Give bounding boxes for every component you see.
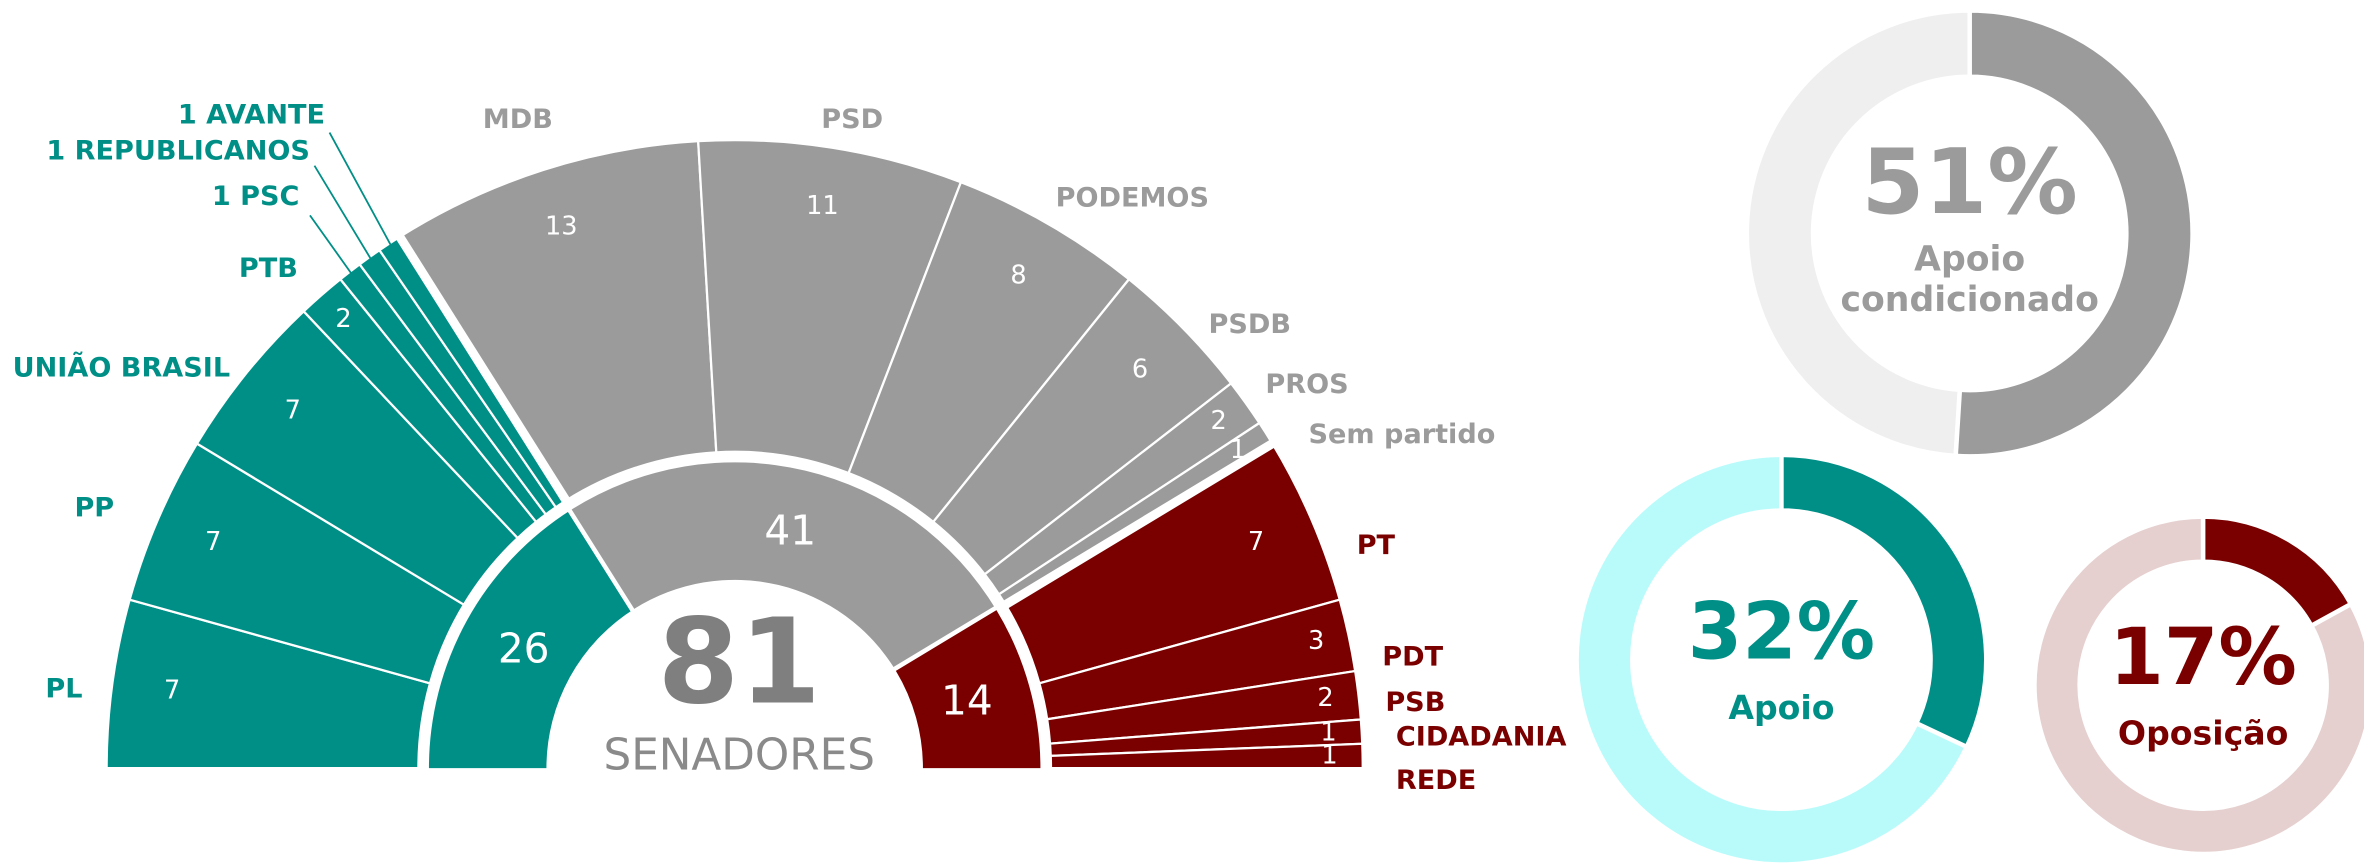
party-label: MDB xyxy=(483,104,553,135)
party-label: 1 AVANTE xyxy=(178,99,325,130)
party-label: PT xyxy=(1357,530,1396,561)
total-label: SENADORES xyxy=(603,730,874,781)
seat-count: 1 xyxy=(1320,718,1336,748)
total-count: 81 xyxy=(657,593,820,730)
seat-count: 13 xyxy=(545,211,578,241)
seat-count: 3 xyxy=(1308,626,1324,656)
leader-line xyxy=(313,165,373,261)
seat-count: 2 xyxy=(1317,683,1333,713)
seat-count: 7 xyxy=(285,396,301,426)
donut-label: Oposição xyxy=(2118,713,2288,752)
donut-track xyxy=(2032,514,2364,857)
seat-slice xyxy=(398,139,718,503)
party-label: CIDADANIA xyxy=(1396,721,1567,752)
party-label: 1 REPUBLICANOS xyxy=(46,136,310,167)
donut-value: 51% xyxy=(1862,130,2078,235)
donut-value: 32% xyxy=(1688,587,1875,678)
seat-count: 7 xyxy=(1248,527,1264,557)
party-label: PSDB xyxy=(1209,309,1292,340)
leader-line xyxy=(328,132,393,247)
donut-label: Apoio xyxy=(1728,688,1834,727)
party-label: PDT xyxy=(1382,642,1443,673)
seat-count: 11 xyxy=(806,191,839,221)
party-label: PODEMOS xyxy=(1056,182,1209,213)
party-label: PTB xyxy=(239,253,298,284)
seat-count: 6 xyxy=(1132,355,1148,385)
group-count: 14 xyxy=(941,676,993,724)
group-slice xyxy=(571,462,997,671)
donut-value: 17% xyxy=(2109,612,2296,703)
party-label: UNIÃO BRASIL xyxy=(13,351,231,383)
party-label: PL xyxy=(45,673,82,704)
party-label: REDE xyxy=(1396,765,1476,796)
seat-slice xyxy=(1049,742,1364,770)
donut-label: condicionado xyxy=(1840,280,2098,320)
party-label: PSB xyxy=(1385,687,1445,718)
party-label: PROS xyxy=(1265,369,1348,400)
group-slice xyxy=(428,509,635,769)
donut-track xyxy=(1744,8,1972,459)
group-count: 26 xyxy=(498,625,550,673)
seat-count: 7 xyxy=(205,527,221,557)
party-label: PP xyxy=(74,493,114,524)
donut-arc xyxy=(1779,452,1989,750)
party-label: Sem partido xyxy=(1309,419,1496,450)
seat-count: 2 xyxy=(1211,406,1227,436)
party-label: 1 PSC xyxy=(212,181,300,212)
group-count: 41 xyxy=(764,507,816,555)
leader-line xyxy=(309,214,353,275)
seat-count: 1 xyxy=(1321,741,1337,771)
group-slice xyxy=(895,610,1041,769)
party-label: PSD xyxy=(821,104,883,135)
seat-count: 7 xyxy=(164,675,180,705)
seat-count: 2 xyxy=(335,304,351,334)
donut-arc xyxy=(2200,514,2355,629)
donut-arc xyxy=(1953,8,2195,459)
seat-count: 8 xyxy=(1010,260,1026,290)
donut-label: Apoio xyxy=(1914,240,2025,280)
donut-track xyxy=(1574,452,1970,863)
